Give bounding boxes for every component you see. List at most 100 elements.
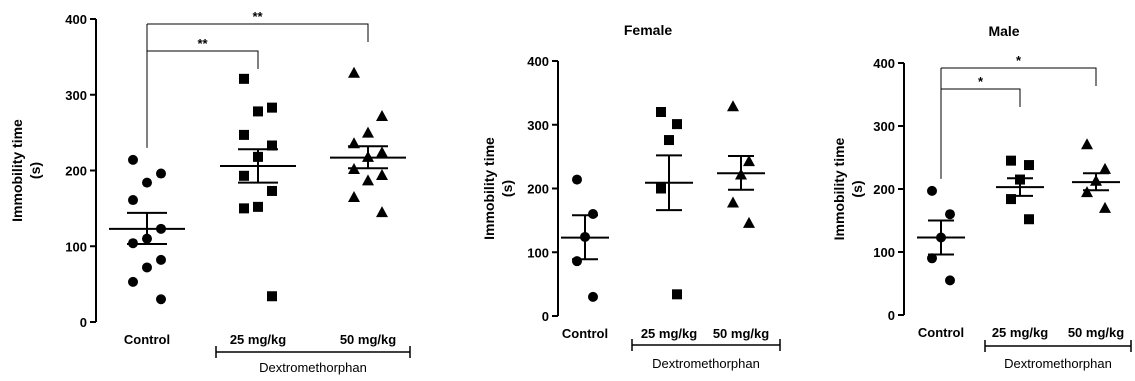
chart-panel-3: Male 0 100 200 300 400 Immobility time (s) Contr… xyxy=(831,23,1132,371)
data-point-triangle xyxy=(1090,174,1102,186)
data-point-square xyxy=(253,106,263,117)
data-point-triangle xyxy=(727,196,739,208)
data-point-square xyxy=(1024,214,1034,225)
y-tick-label: 300 xyxy=(873,119,895,134)
group-label: Dextromethorphan xyxy=(259,360,367,375)
data-point-square xyxy=(253,151,263,162)
x-tick-label: 25 mg/kg xyxy=(230,332,286,347)
data-point-circle xyxy=(927,185,937,196)
data-point-triangle xyxy=(743,155,755,167)
significance-bracket xyxy=(941,67,1097,86)
data-point-circle xyxy=(927,253,937,264)
significance-label: ** xyxy=(197,36,208,51)
x-tick-label: Control xyxy=(562,326,608,341)
y-tick-label: 400 xyxy=(527,54,549,69)
y-tick-label: 100 xyxy=(873,245,895,260)
data-point-circle xyxy=(142,233,152,244)
data-point-square xyxy=(267,102,277,113)
y-tick-label: 200 xyxy=(65,164,87,179)
x-tick-label: Control xyxy=(918,325,964,340)
significance-label: * xyxy=(978,74,984,89)
data-point-triangle xyxy=(1081,138,1093,150)
y-tick-label: 0 xyxy=(80,315,87,330)
data-point-square xyxy=(239,203,249,214)
data-point-square xyxy=(267,291,277,302)
group-bracket xyxy=(215,346,411,358)
data-point-circle xyxy=(156,223,166,234)
data-point-triangle xyxy=(376,109,388,121)
data-point-square xyxy=(239,129,249,140)
data-point-circle xyxy=(580,231,590,242)
data-point-circle xyxy=(128,195,138,206)
y-tick-label: 400 xyxy=(65,12,87,27)
data-point-circle xyxy=(945,209,955,220)
data-point-square xyxy=(239,170,249,181)
data-point-triangle xyxy=(727,100,739,112)
data-point-square xyxy=(672,289,682,300)
data-point-triangle xyxy=(743,216,755,228)
data-point-triangle xyxy=(348,162,360,174)
data-point-triangle xyxy=(348,191,360,203)
data-point-square xyxy=(1024,160,1034,171)
x-tick-label: Control xyxy=(124,332,170,347)
y-tick-label: 100 xyxy=(65,239,87,254)
x-tick-label: 50 mg/kg xyxy=(340,332,396,347)
data-point-triangle xyxy=(348,66,360,78)
x-tick-label: 50 mg/kg xyxy=(713,326,769,341)
significance-bracket xyxy=(147,50,259,69)
y-tick-label: 200 xyxy=(873,182,895,197)
chart-panel-1: 0 100 200 300 400 Immobility time (s) Control 25… xyxy=(9,9,411,375)
data-point-circle xyxy=(945,275,955,286)
data-point-square xyxy=(1006,155,1016,166)
y-axis-label: Immobility time (s) xyxy=(9,119,43,222)
data-point-square xyxy=(267,140,277,151)
data-point-square xyxy=(253,201,263,212)
y-tick-label: 300 xyxy=(65,88,87,103)
y-tick-label: 100 xyxy=(527,245,549,260)
y-tick-label: 300 xyxy=(527,118,549,133)
group-bracket xyxy=(631,339,781,351)
data-point-circle xyxy=(128,154,138,165)
data-point-circle xyxy=(142,262,152,273)
data-point-square xyxy=(267,185,277,196)
group-label: Dextromethorphan xyxy=(652,356,760,371)
data-point-triangle xyxy=(376,206,388,218)
data-point-circle xyxy=(572,174,582,185)
data-point-square xyxy=(672,119,682,130)
data-point-triangle xyxy=(1099,162,1111,174)
data-point-circle xyxy=(588,209,598,219)
data-point-triangle xyxy=(376,146,388,158)
data-point-triangle xyxy=(376,169,388,181)
significance-bracket xyxy=(941,88,1021,107)
y-axis-label: Immobility time (s) xyxy=(831,137,865,240)
chart-title: Male xyxy=(988,23,1019,39)
data-point-triangle xyxy=(362,150,374,162)
group-label: Dextromethorphan xyxy=(1004,356,1112,371)
y-axis-label: Immobility time (s) xyxy=(481,137,515,240)
data-point-circle xyxy=(128,276,138,287)
data-point-triangle xyxy=(362,174,374,186)
data-point-square xyxy=(656,183,666,194)
data-point-square xyxy=(1006,194,1016,205)
group-bracket xyxy=(984,340,1132,352)
x-tick-label: 50 mg/kg xyxy=(1068,325,1124,340)
data-point-circle xyxy=(156,254,166,265)
data-point-triangle xyxy=(735,168,747,180)
significance-bracket xyxy=(147,23,369,42)
data-point-circle xyxy=(156,294,166,305)
data-point-triangle xyxy=(1081,186,1093,198)
data-point-circle xyxy=(588,291,598,302)
significance-label: * xyxy=(1016,53,1022,68)
data-point-circle xyxy=(156,168,166,179)
data-point-square xyxy=(664,135,674,146)
data-point-circle xyxy=(936,232,946,243)
data-point-triangle xyxy=(1099,201,1111,213)
significance-label: ** xyxy=(252,9,263,24)
y-tick-label: 0 xyxy=(542,309,549,324)
data-point-square xyxy=(239,73,249,84)
y-tick-label: 400 xyxy=(873,56,895,71)
data-point-circle xyxy=(142,177,152,188)
data-point-circle xyxy=(572,256,582,267)
data-point-triangle xyxy=(348,137,360,149)
